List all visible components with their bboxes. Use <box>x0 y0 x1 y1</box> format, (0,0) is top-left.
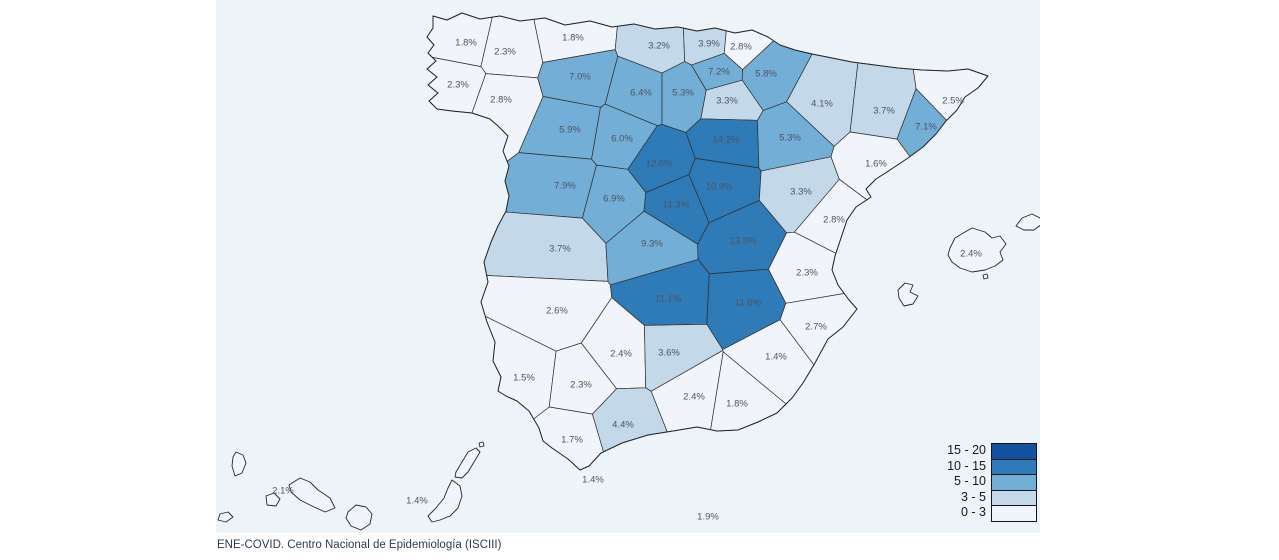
legend-row: 0 - 3 <box>928 505 1037 523</box>
legend-label: 15 - 20 <box>947 443 986 457</box>
province-value-label: 5.3% <box>779 132 801 143</box>
province-value-label: 7.9% <box>554 180 576 191</box>
province-value-label: 12.6% <box>646 158 673 169</box>
province-value-label: 2.8% <box>490 94 512 105</box>
province-value-label: 2.3% <box>447 79 469 90</box>
legend-swatch <box>991 489 1037 507</box>
province-value-label: 4.4% <box>612 419 634 430</box>
province-value-label: 3.3% <box>790 186 812 197</box>
legend-row: 3 - 5 <box>928 489 1037 507</box>
island-shape <box>288 477 336 513</box>
island-shape <box>427 479 463 523</box>
province-value-label: 1.8% <box>455 37 477 48</box>
province-value-label: 13.5% <box>730 235 757 246</box>
legend-label: 0 - 3 <box>960 505 986 520</box>
province-value-label: 3.7% <box>549 243 571 254</box>
province-value-label: 2.4% <box>610 348 632 359</box>
legend-label: 10 - 15 <box>947 458 986 473</box>
province-value-label: 2.4% <box>960 248 982 259</box>
island-shape <box>231 451 247 477</box>
island-shape <box>454 447 481 479</box>
legend-swatch <box>991 505 1037 523</box>
province-value-label: 2.7% <box>805 321 827 332</box>
province-value-label: 2.6% <box>546 305 568 316</box>
province-value-label: 6.0% <box>611 133 633 144</box>
province-value-label: 9.3% <box>641 238 663 249</box>
map-panel: 1.8% 2.3% 2.3% 2.8% 1.8% 3.2% 3.9% 2.8% 7.2% 5.8%… <box>216 0 1040 533</box>
legend-label: 5 - 10 <box>954 474 986 489</box>
province-value-label: 6.9% <box>603 193 625 204</box>
source-caption: ENE-COVID. Centro Nacional de Epidemiolo… <box>217 539 502 551</box>
province-value-label: 1.9% <box>697 511 719 522</box>
province-value-label: 1.5% <box>513 372 535 383</box>
province-value-label: 7.2% <box>708 66 730 77</box>
province-value-label: 3.6% <box>658 347 680 358</box>
spain-choropleth-map: 1.8% 2.3% 2.3% 2.8% 1.8% 3.2% 3.9% 2.8% 7.2% 5.8%… <box>216 0 1040 533</box>
province-value-label: 10.9% <box>706 181 733 192</box>
island-shape <box>1015 213 1040 231</box>
province-value-label: 2.8% <box>823 214 845 225</box>
province-value-label: 5.9% <box>559 124 581 135</box>
province-value-label: 2.5% <box>942 95 964 106</box>
province-value-label: 7.1% <box>915 121 937 132</box>
legend-label: 3 - 5 <box>960 489 986 504</box>
province-value-label: 1.6% <box>865 158 887 169</box>
legend-swatch <box>991 474 1037 492</box>
province-value-label: 3.3% <box>716 95 738 106</box>
province-value-label: 2.3% <box>494 46 516 57</box>
legend-row: 10 - 15 <box>928 458 1037 476</box>
province-value-label: 3.7% <box>873 105 895 116</box>
island-shape <box>982 273 989 280</box>
province-value-label: 2.1% <box>272 485 294 496</box>
legend-row: 15 - 20 <box>928 443 1037 461</box>
province-value-label: 11.6% <box>735 297 762 308</box>
province-value-label: 1.4% <box>406 495 428 506</box>
province-value-label: 2.3% <box>570 379 592 390</box>
legend-swatch <box>991 458 1037 476</box>
province-value-label: 14.2% <box>713 134 740 145</box>
province-value-label: 1.8% <box>562 32 584 43</box>
island-shape <box>947 227 1007 273</box>
legend-swatch <box>991 443 1037 461</box>
province-value-label: 3.2% <box>648 40 670 51</box>
province-value-label: 7.0% <box>569 71 591 82</box>
island-shape <box>897 282 919 307</box>
province-value-label: 11.1% <box>655 293 682 304</box>
province-value-label: 1.4% <box>582 474 604 485</box>
province-value-label: 2.8% <box>730 41 752 52</box>
province-value-label: 2.3% <box>796 267 818 278</box>
province-value-label: 1.4% <box>765 351 787 362</box>
province-value-label: 5.8% <box>755 68 777 79</box>
province-value-label: 1.7% <box>561 434 583 445</box>
province-value-label: 2.4% <box>683 391 705 402</box>
province-region <box>504 152 597 219</box>
province-value-label: 4.1% <box>811 98 833 109</box>
province-value-label: 3.9% <box>698 38 720 49</box>
province-value-label: 11.3% <box>663 199 690 210</box>
province-value-label: 5.3% <box>672 87 694 98</box>
island-shape <box>217 511 234 523</box>
island-shape <box>345 504 373 531</box>
legend-row: 5 - 10 <box>928 474 1037 492</box>
island-shape <box>265 492 281 507</box>
province-value-label: 6.4% <box>630 87 652 98</box>
island-shape <box>478 441 485 448</box>
province-value-label: 1.8% <box>726 398 748 409</box>
coastline <box>426 12 989 471</box>
